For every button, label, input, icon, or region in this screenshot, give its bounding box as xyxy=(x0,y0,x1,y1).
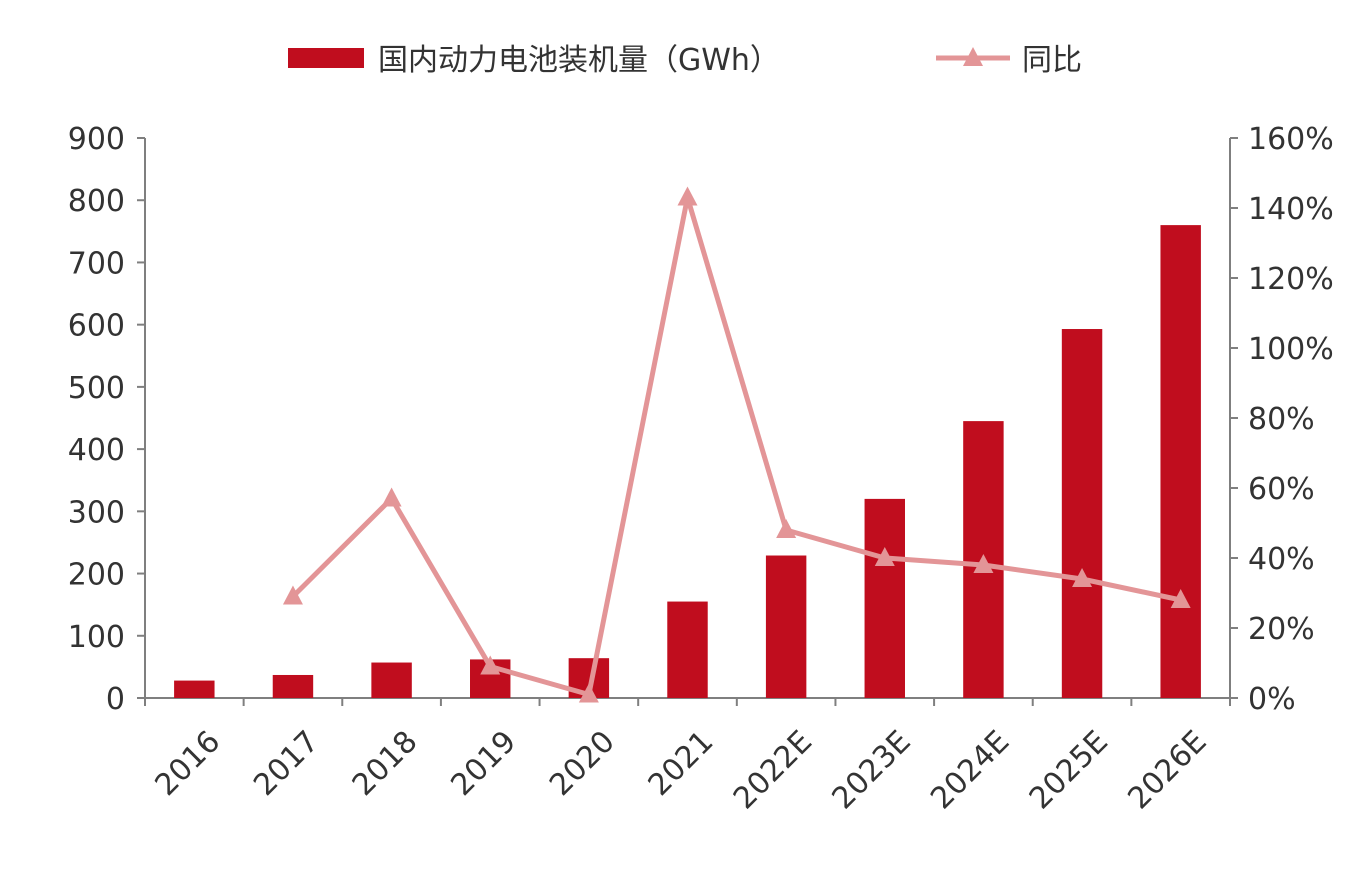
legend-label-line: 同比 xyxy=(1022,43,1082,78)
bar xyxy=(272,674,314,698)
bar xyxy=(667,601,708,698)
x-axis-tick-label: 2026E xyxy=(1121,724,1213,816)
right-axis-tick-label: 0% xyxy=(1248,682,1296,717)
right-axis-tick-label: 20% xyxy=(1248,612,1315,647)
bar-series xyxy=(174,225,1201,698)
x-axis-labels: 2016 2017 2018 2019 2020 2021 2022E 2023E 2024E 2… xyxy=(149,724,1214,816)
legend-swatch-marker xyxy=(963,47,983,66)
yoy-marker xyxy=(776,519,797,538)
right-axis-tick-label: 60% xyxy=(1248,472,1315,507)
x-axis-tick-label: 2019 xyxy=(444,724,523,803)
x-axis-tick-label: 2024E xyxy=(924,724,1016,816)
x-axis-tick-label: 2021 xyxy=(642,724,721,803)
left-axis-tick-label: 500 xyxy=(68,371,125,406)
bar xyxy=(1160,225,1201,698)
left-axis-tick-label: 100 xyxy=(68,620,125,655)
bar xyxy=(371,662,412,698)
x-axis-tick-label: 2020 xyxy=(543,724,622,803)
right-axis-tick-label: 40% xyxy=(1248,542,1315,577)
right-axis-tick-label: 100% xyxy=(1248,332,1334,367)
legend-label-bar: 国内动力电池装机量（GWh） xyxy=(378,43,780,78)
yoy-marker xyxy=(1072,568,1093,587)
left-axis-tick-label: 300 xyxy=(68,495,125,530)
yoy-marker xyxy=(578,683,599,703)
left-axis-tick-label: 600 xyxy=(68,309,125,344)
yoy-marker xyxy=(1170,589,1191,608)
x-axis-tick-label: 2017 xyxy=(247,724,326,803)
right-axis-tick-label: 80% xyxy=(1248,402,1315,437)
left-axis-tick-label: 0 xyxy=(106,682,125,717)
x-axis-tick-label: 2025E xyxy=(1023,724,1115,816)
x-axis-tick-label: 2016 xyxy=(149,724,228,803)
legend: 国内动力电池装机量（GWh） 同比 xyxy=(288,43,1082,78)
bar xyxy=(1061,329,1103,698)
x-axis-tick-label: 2022E xyxy=(727,724,819,816)
right-axis-tick-label: 160% xyxy=(1248,122,1334,157)
left-axis-tick-label: 900 xyxy=(68,122,125,157)
yoy-marker xyxy=(973,554,994,573)
right-axis-tick-label: 120% xyxy=(1248,262,1334,297)
bar xyxy=(765,555,807,698)
bar xyxy=(174,680,215,698)
left-axis-tick-label: 200 xyxy=(68,558,125,593)
yoy-marker xyxy=(677,186,698,206)
bar xyxy=(864,498,905,698)
line-series xyxy=(282,186,1191,703)
x-axis-tick-label: 2018 xyxy=(346,724,425,803)
legend-swatch-bar xyxy=(288,48,364,68)
yoy-line xyxy=(291,195,1182,697)
right-axis-tick-label: 140% xyxy=(1248,192,1334,227)
yoy-marker xyxy=(874,547,895,566)
left-axis-tick-label: 700 xyxy=(68,246,125,281)
axes: 0 100 200 300 400 500 600 700 800 900 0% 20% 40% 60% 8… xyxy=(68,122,1334,717)
yoy-marker xyxy=(381,487,402,507)
left-axis-tick-label: 800 xyxy=(68,184,125,219)
left-axis-tick-label: 400 xyxy=(68,433,125,468)
yoy-marker xyxy=(480,655,501,675)
x-axis-tick-label: 2023E xyxy=(826,724,918,816)
yoy-marker xyxy=(282,585,303,605)
